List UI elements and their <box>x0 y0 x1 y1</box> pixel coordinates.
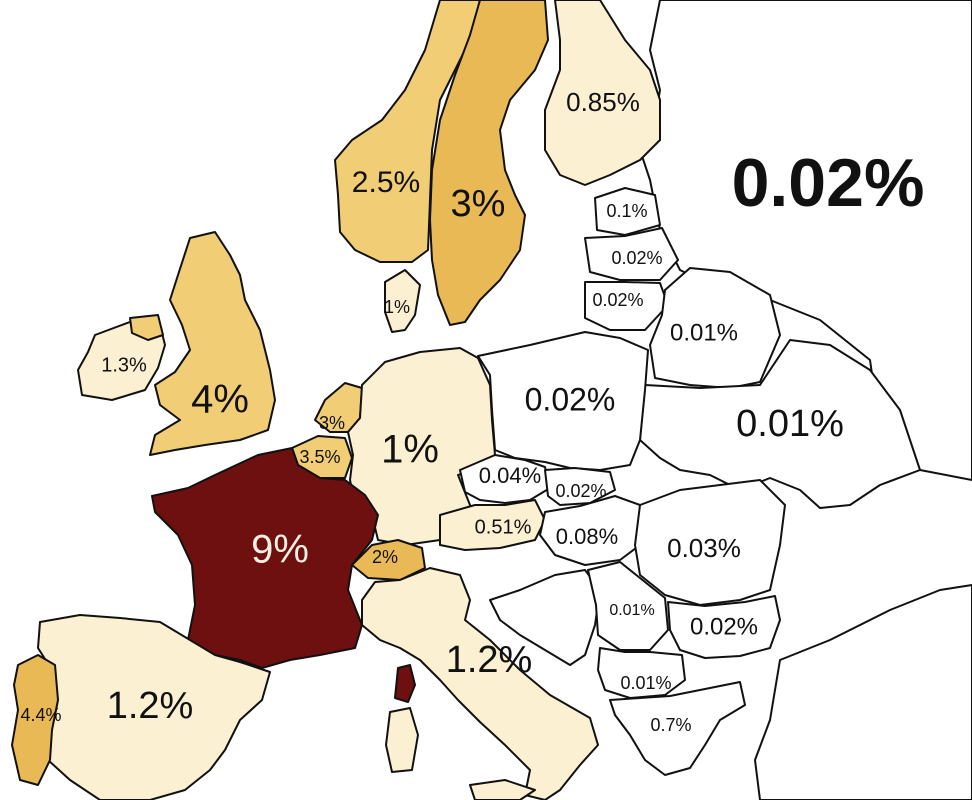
greece-label: 0.7% <box>650 715 691 735</box>
hungary-label: 0.08% <box>556 524 618 549</box>
france-region <box>151 447 379 669</box>
turkey-region <box>754 584 972 800</box>
switzerland-label: 2% <box>372 547 398 567</box>
sweden-region <box>429 0 549 326</box>
slovakia-region <box>544 467 616 506</box>
germany-label: 1% <box>381 428 439 472</box>
lithuania-label: 0.02% <box>592 290 643 310</box>
norway-label: 2.5% <box>352 166 420 199</box>
italy-label: 1.2% <box>446 639 533 681</box>
ukraine-label: 0.01% <box>736 403 844 445</box>
latvia-label: 0.02% <box>611 248 662 268</box>
belgium-label: 3.5% <box>299 447 340 467</box>
northern-ireland-region <box>129 314 164 341</box>
greece-region <box>609 681 746 776</box>
romania-label: 0.03% <box>667 533 741 563</box>
latvia-region <box>584 227 679 281</box>
poland-label: 0.02% <box>525 381 616 417</box>
estonia-label: 0.1% <box>606 201 647 221</box>
finland-label: 0.85% <box>566 87 640 117</box>
hungary-region <box>539 495 641 566</box>
russia-label: 0.02% <box>732 145 925 221</box>
portugal-region <box>11 654 59 786</box>
bulgaria-label: 0.02% <box>690 613 758 640</box>
balkans-west-region <box>489 569 601 666</box>
north-macedonia-label: 0.01% <box>620 673 671 693</box>
sweden-label: 3% <box>451 183 506 225</box>
spain-label: 1.2% <box>107 685 194 727</box>
norway-region <box>334 0 481 263</box>
serbia-label: 0.01% <box>609 602 654 619</box>
belarus-label: 0.01% <box>670 319 738 346</box>
north-macedonia-region <box>597 647 686 699</box>
finland-region <box>544 0 661 186</box>
slovakia-label: 0.02% <box>555 481 606 501</box>
portugal-label: 4.4% <box>20 705 61 725</box>
netherlands-label: 3% <box>319 413 345 433</box>
romania-region <box>634 479 786 606</box>
denmark-label: 1% <box>384 297 410 317</box>
estonia-region <box>594 187 661 236</box>
austria-label: 0.51% <box>475 516 532 538</box>
ireland-label: 1.3% <box>101 354 147 376</box>
sardinia-region <box>385 707 419 773</box>
italy-region <box>361 567 599 800</box>
switzerland-region <box>351 539 426 581</box>
denmark-region <box>384 269 421 333</box>
czechia-region <box>459 454 551 504</box>
uk-label: 4% <box>191 378 249 422</box>
ukraine-region <box>639 339 921 509</box>
france-label: 9% <box>251 528 309 572</box>
poland-region <box>477 331 649 471</box>
lithuania-region <box>584 281 669 331</box>
uk-region <box>149 231 276 456</box>
serbia-region <box>587 561 669 651</box>
austria-region <box>439 499 546 551</box>
corsica-region <box>394 664 416 703</box>
bulgaria-region <box>667 595 781 659</box>
czechia-label: 0.04% <box>479 463 541 488</box>
sicily-region <box>469 779 536 800</box>
